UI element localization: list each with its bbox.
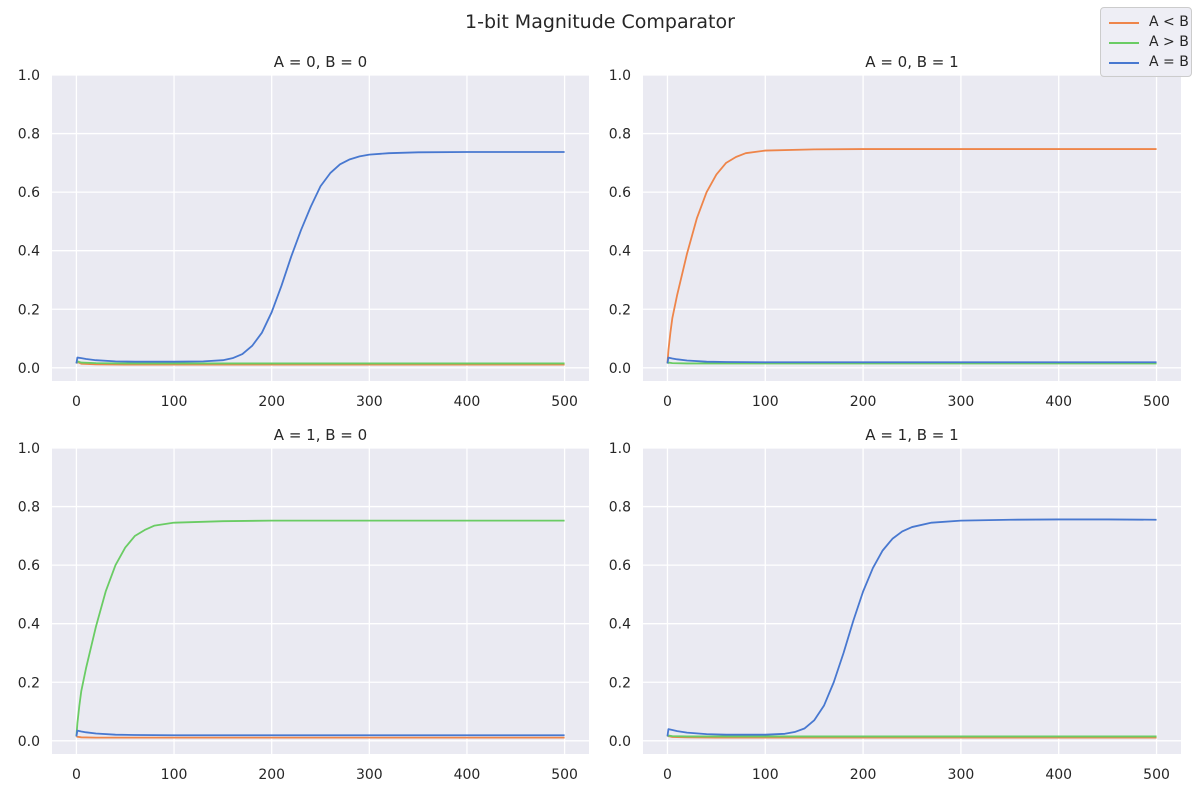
x-tick-label: 500	[1143, 394, 1170, 410]
x-tick-label: 100	[161, 767, 188, 783]
x-tick-label: 100	[752, 394, 779, 410]
y-tick-label: 0.2	[18, 675, 40, 691]
y-tick-label: 0.8	[18, 500, 40, 516]
subplot-title: A = 0, B = 0	[274, 53, 367, 71]
legend: A < B A > B A = B	[1100, 7, 1192, 77]
x-tick-label: 200	[258, 394, 285, 410]
y-tick-label: 0.0	[609, 734, 631, 750]
x-tick-label: 400	[454, 767, 481, 783]
legend-swatch-a-greater-b	[1109, 42, 1139, 44]
y-tick-label: 0.4	[609, 617, 631, 633]
legend-item-a-equal-b: A = B	[1109, 53, 1193, 73]
y-tick-label: 0.4	[18, 617, 40, 633]
y-tick-label: 0.8	[609, 500, 631, 516]
y-tick-label: 0.4	[18, 244, 40, 260]
x-tick-label: 0	[663, 767, 672, 783]
y-tick-label: 0.0	[609, 361, 631, 377]
series-line-a-b	[75, 151, 565, 364]
legend-swatch-a-less-b	[1109, 22, 1139, 24]
x-tick-label: 0	[663, 394, 672, 410]
plot-area	[643, 75, 1181, 381]
y-tick-label: 1.0	[18, 441, 40, 457]
figure-title: 1-bit Magnitude Comparator	[465, 11, 735, 33]
series-line-a-b	[75, 360, 565, 365]
legend-label-a-greater-b: A > B	[1149, 34, 1189, 50]
y-tick-label: 0.6	[609, 558, 631, 574]
series-line-a-b	[666, 148, 1157, 364]
x-tick-label: 200	[850, 767, 877, 783]
subplot-3: 0 100 200 300 400 500 0.0 0.2 0.4 0.6 0.8 1.0 A = 1,…	[18, 426, 589, 783]
plot-area	[52, 75, 589, 381]
x-tick-label: 100	[161, 394, 188, 410]
y-tick-label: 0.2	[609, 302, 631, 318]
legend-swatch-a-equal-b	[1109, 62, 1139, 64]
legend-item-a-greater-b: A > B	[1109, 33, 1193, 53]
x-tick-label: 300	[356, 394, 383, 410]
x-tick-label: 300	[356, 767, 383, 783]
x-tick-label: 300	[948, 767, 975, 783]
subplot-4: 0 100 200 300 400 500 0.0 0.2 0.4 0.6 0.8 1.0 A = 1,…	[609, 426, 1181, 783]
y-tick-label: 1.0	[609, 68, 631, 84]
x-tick-label: 0	[72, 394, 81, 410]
x-tick-label: 400	[1045, 767, 1072, 783]
legend-label-a-equal-b: A = B	[1149, 54, 1189, 70]
series-line-a-b	[666, 361, 1157, 365]
y-tick-label: 1.0	[18, 68, 40, 84]
series-line-a-b	[75, 729, 565, 737]
x-tick-label: 500	[551, 767, 578, 783]
subplot-title: A = 0, B = 1	[865, 53, 958, 71]
y-tick-label: 0.6	[18, 185, 40, 201]
series-line-a-b	[666, 356, 1157, 364]
y-tick-label: 0.8	[609, 127, 631, 143]
plot-area	[643, 448, 1181, 754]
x-tick-label: 400	[1045, 394, 1072, 410]
subplot-title: A = 1, B = 1	[865, 426, 958, 444]
y-tick-label: 0.2	[609, 675, 631, 691]
series-line-a-b	[666, 518, 1157, 737]
x-tick-label: 500	[1143, 767, 1170, 783]
y-tick-label: 0.6	[18, 558, 40, 574]
plot-area	[52, 448, 589, 754]
y-tick-label: 0.0	[18, 734, 40, 750]
legend-label-a-less-b: A < B	[1149, 14, 1189, 30]
y-tick-label: 0.0	[18, 361, 40, 377]
series-line-a-b	[75, 519, 565, 737]
x-tick-label: 300	[948, 394, 975, 410]
subplot-title: A = 1, B = 0	[274, 426, 367, 444]
legend-item-a-less-b: A < B	[1109, 13, 1193, 33]
y-tick-label: 1.0	[609, 441, 631, 457]
x-tick-label: 0	[72, 767, 81, 783]
series-line-a-b	[76, 735, 565, 739]
x-tick-label: 200	[850, 394, 877, 410]
y-tick-label: 0.8	[18, 127, 40, 143]
subplot-2: 0 100 200 300 400 500 0.0 0.2 0.4 0.6 0.8 1.0 A = 0,…	[609, 53, 1181, 410]
series-line-a-b	[666, 734, 1157, 738]
y-tick-label: 0.2	[18, 302, 40, 318]
subplot-1: 0 100 200 300 400 500 0.0 0.2 0.4 0.6 0.8 1.0 A = 0,…	[18, 53, 589, 410]
y-tick-label: 0.4	[609, 244, 631, 260]
x-tick-label: 400	[454, 394, 481, 410]
x-tick-label: 100	[752, 767, 779, 783]
x-tick-label: 500	[551, 394, 578, 410]
y-tick-label: 0.6	[609, 185, 631, 201]
x-tick-label: 200	[258, 767, 285, 783]
